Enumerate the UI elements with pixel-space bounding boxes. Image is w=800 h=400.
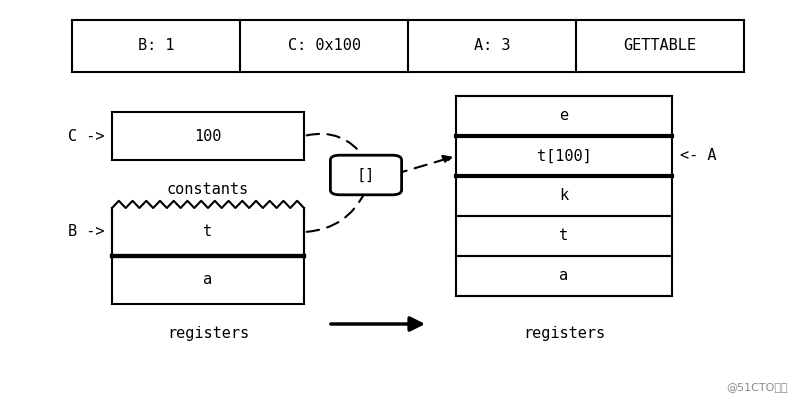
Text: t: t [559, 228, 569, 244]
Text: constants: constants [167, 182, 249, 197]
Text: A: 3: A: 3 [474, 38, 510, 54]
Text: a: a [203, 272, 213, 288]
Text: 100: 100 [194, 128, 222, 144]
FancyBboxPatch shape [72, 20, 744, 72]
Text: B ->: B -> [67, 224, 104, 240]
FancyBboxPatch shape [112, 256, 304, 304]
Text: <- A: <- A [680, 148, 717, 164]
FancyBboxPatch shape [456, 96, 672, 296]
Text: k: k [559, 188, 569, 204]
Text: a: a [559, 268, 569, 284]
Text: registers: registers [167, 326, 249, 341]
Text: @51CTO博客: @51CTO博客 [726, 382, 788, 392]
Text: C: 0x100: C: 0x100 [287, 38, 361, 54]
Text: t: t [203, 224, 213, 240]
Text: t[100]: t[100] [537, 148, 591, 164]
Text: GETTABLE: GETTABLE [623, 38, 697, 54]
Text: e: e [559, 108, 569, 124]
Text: B: 1: B: 1 [138, 38, 174, 54]
FancyBboxPatch shape [330, 155, 402, 195]
Bar [112, 208, 304, 256]
Text: C ->: C -> [67, 128, 104, 144]
FancyBboxPatch shape [112, 112, 304, 160]
Text: registers: registers [523, 326, 605, 341]
Text: []: [] [357, 168, 375, 182]
